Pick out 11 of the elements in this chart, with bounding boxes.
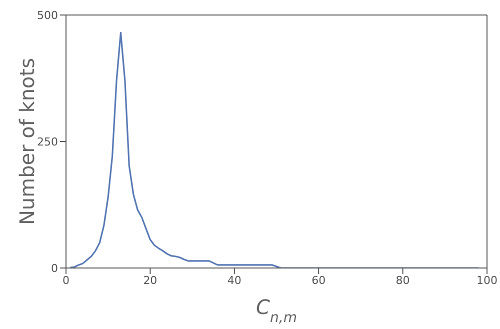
y-tick-label: 500 <box>37 8 58 22</box>
x-tick-label: 20 <box>143 274 158 287</box>
y-tick-label: 0 <box>51 262 58 275</box>
x-tick-label: 100 <box>476 274 498 287</box>
x-tick-label: 60 <box>312 274 326 287</box>
x-tick-label: 80 <box>396 274 410 287</box>
x-tick-label: 0 <box>62 274 70 287</box>
line-series <box>69 32 480 268</box>
x-tick-label: 40 <box>227 274 242 287</box>
x-axis-title: C$_{n,m}$ <box>256 295 297 326</box>
y-tick-label: 250 <box>37 135 58 148</box>
